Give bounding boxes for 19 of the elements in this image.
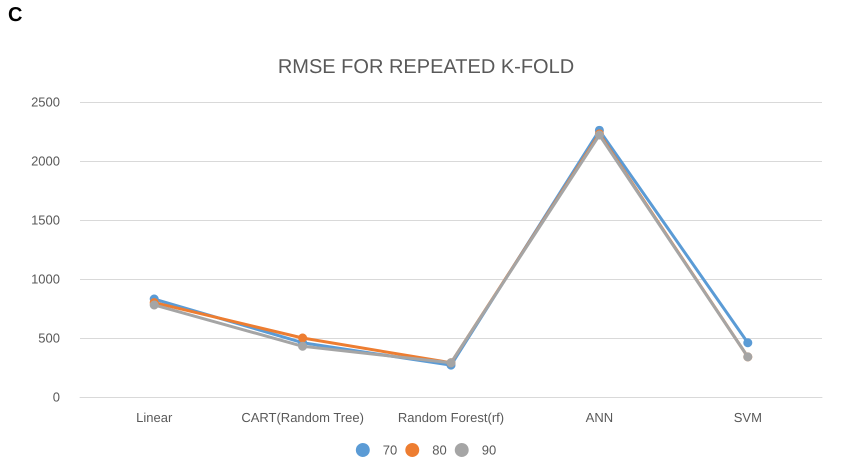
legend-label: 80 bbox=[432, 442, 447, 458]
x-tick-label: SVM bbox=[734, 410, 762, 425]
y-tick-label: 500 bbox=[38, 330, 60, 346]
text: C bbox=[8, 4, 22, 27]
x-tick-label: CART(Random Tree) bbox=[241, 410, 364, 425]
x-tick-label: Linear bbox=[136, 410, 173, 425]
y-tick-label: 1500 bbox=[31, 212, 60, 228]
y-tick-label: 0 bbox=[52, 390, 60, 404]
x-tick-label: ANN bbox=[586, 410, 614, 425]
x-tick-label: Random Forest(rf) bbox=[398, 410, 504, 425]
y-tick-label: 1000 bbox=[31, 272, 60, 286]
y-tick-label: 2000 bbox=[31, 154, 60, 168]
legend-label: 70 bbox=[382, 442, 398, 458]
legend-label: 90 bbox=[482, 442, 496, 458]
point bbox=[743, 338, 752, 348]
point bbox=[298, 334, 308, 342]
point bbox=[298, 342, 308, 351]
y-tick-label: 2500 bbox=[31, 94, 60, 110]
chart-title: RMSE FOR REPEATED K-FOLD bbox=[278, 56, 574, 78]
